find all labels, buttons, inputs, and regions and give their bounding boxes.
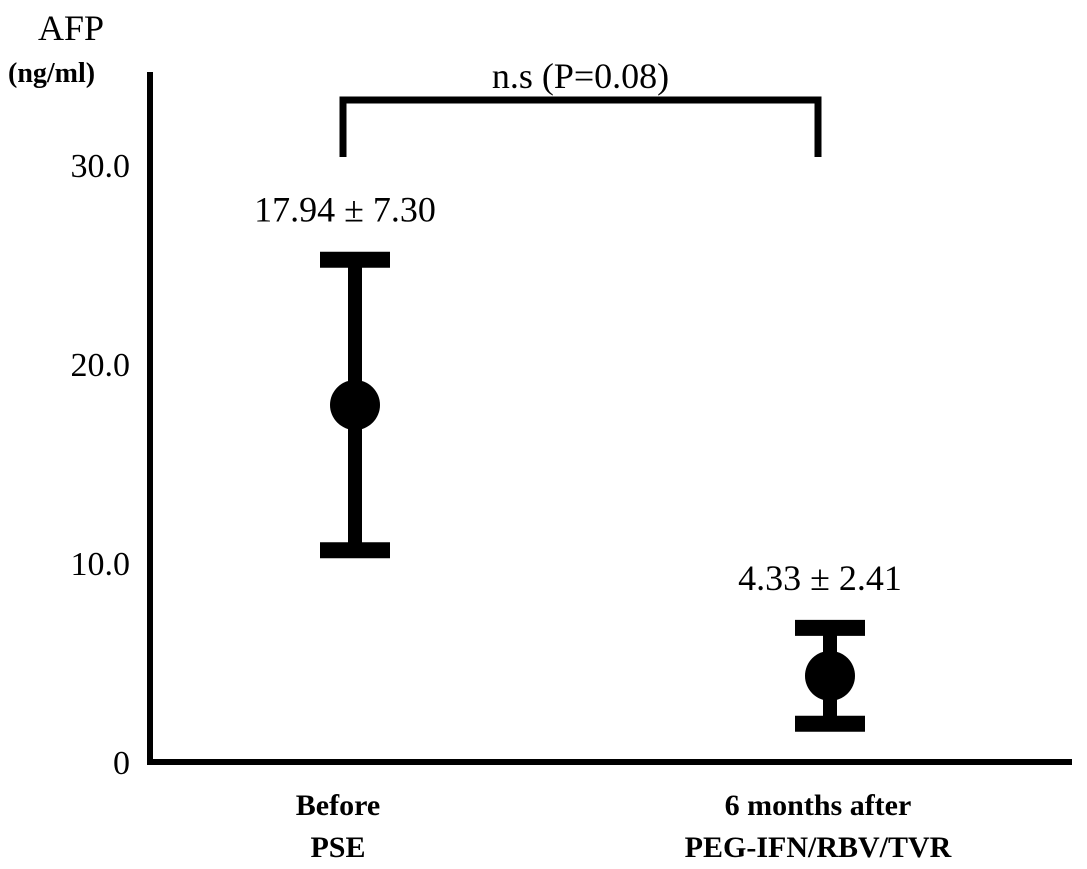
- significance-label: n.s (P=0.08): [492, 56, 669, 96]
- x-category-label: Before: [296, 789, 380, 822]
- y-axis-title: AFP: [38, 8, 104, 48]
- y-tick-labels: 0 10.0 20.0 30.0: [71, 148, 131, 782]
- data-point-marker: [805, 650, 855, 701]
- data-point-group: 4.33 ± 2.41: [738, 558, 902, 732]
- y-tick-label: 20.0: [71, 347, 131, 384]
- x-category-label: PSE: [310, 831, 365, 864]
- data-value-label: 4.33 ± 2.41: [738, 558, 902, 598]
- x-category-label: 6 months after: [725, 789, 912, 822]
- data-points: 17.94 ± 7.30 4.33 ± 2.41: [254, 190, 902, 732]
- x-category-label: PEG-IFN/RBV/TVR: [685, 831, 952, 864]
- y-axis-unit: (ng/ml): [8, 58, 95, 89]
- significance-bracket: n.s (P=0.08): [339, 56, 822, 157]
- significance-bracket-line: [339, 96, 822, 157]
- data-point-group: 17.94 ± 7.30: [254, 190, 436, 559]
- x-category-labels: Before PSE 6 months after PEG-IFN/RBV/TVR: [296, 789, 952, 864]
- data-point-marker: [330, 379, 380, 430]
- y-tick-label: 0: [113, 745, 130, 782]
- data-value-label: 17.94 ± 7.30: [254, 190, 436, 230]
- y-tick-label: 30.0: [71, 148, 131, 185]
- y-tick-label: 10.0: [71, 546, 131, 583]
